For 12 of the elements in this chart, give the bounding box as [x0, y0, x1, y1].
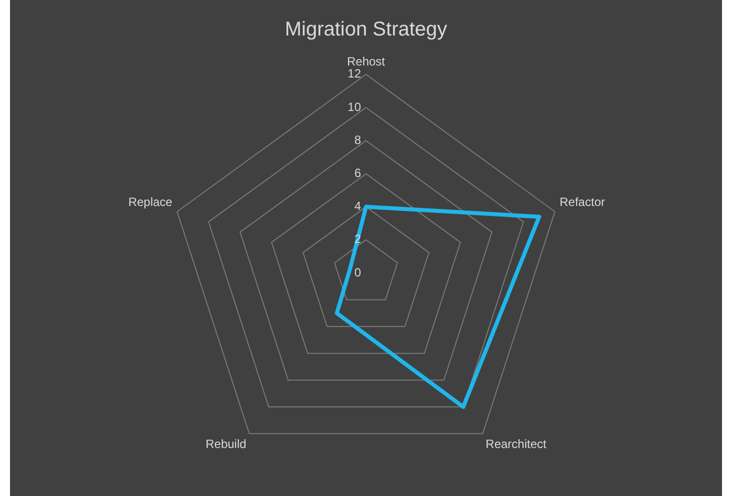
y-tick-label: 8 [354, 132, 362, 147]
spoke-label: Rearchitect [486, 437, 548, 452]
y-tick-label: 4 [354, 199, 362, 214]
y-tick-label: 6 [354, 166, 362, 180]
spoke-label: Refactor [560, 195, 605, 210]
chart-title: Migration Strategy [284, 18, 448, 41]
y-tick-label: 0 [354, 265, 362, 280]
y-tick-label: 12 [348, 66, 362, 81]
spoke-label: Rehost [346, 54, 386, 69]
spoke-label: Replace [128, 195, 173, 210]
y-tick-label: 10 [348, 100, 362, 114]
spoke-label: Rebuild [206, 437, 246, 452]
